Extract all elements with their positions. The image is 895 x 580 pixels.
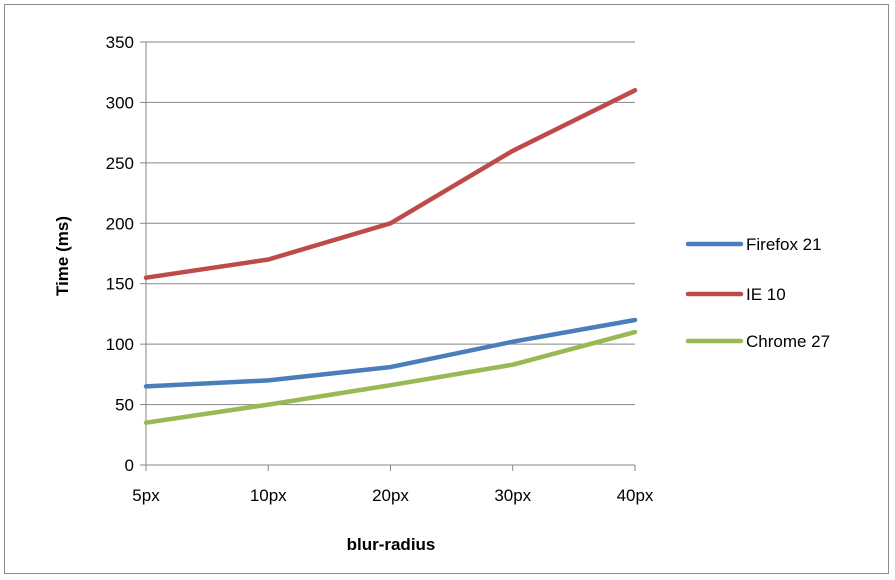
y-tick-label: 250 (106, 154, 134, 173)
series-line-2 (143, 88, 638, 280)
y-axis-ticks: 0 50 100 150 200 250 300 350 (106, 33, 146, 475)
legend: Firefox 21 IE 10 Chrome 27 (685, 235, 830, 351)
y-tick-label: 0 (125, 456, 134, 475)
legend-label: Firefox 21 (746, 235, 822, 254)
axes (145, 42, 635, 466)
x-tick-label: 5px (132, 486, 160, 505)
gridlines (146, 41, 635, 406)
chart-area (4, 4, 889, 574)
y-tick-label: 50 (115, 396, 134, 415)
y-tick-label: 100 (106, 335, 134, 354)
x-tick-label: 10px (250, 486, 287, 505)
series-line-3 (143, 329, 638, 425)
series-lines (143, 88, 638, 425)
y-tick-label: 350 (106, 33, 134, 52)
series-line-1 (143, 317, 638, 389)
x-axis-title: blur-radius (347, 535, 436, 554)
x-tick-label: 40px (617, 486, 654, 505)
legend-label: Chrome 27 (746, 332, 830, 351)
legend-label: IE 10 (746, 285, 786, 304)
y-tick-label: 200 (106, 214, 134, 233)
y-tick-label: 150 (106, 275, 134, 294)
y-axis-title: Time (ms) (53, 216, 72, 296)
x-axis-ticks: 5px 10px 20px 30px 40px (132, 465, 654, 505)
x-tick-label: 20px (372, 486, 409, 505)
y-tick-label: 300 (106, 93, 134, 112)
x-tick-label: 30px (494, 486, 531, 505)
